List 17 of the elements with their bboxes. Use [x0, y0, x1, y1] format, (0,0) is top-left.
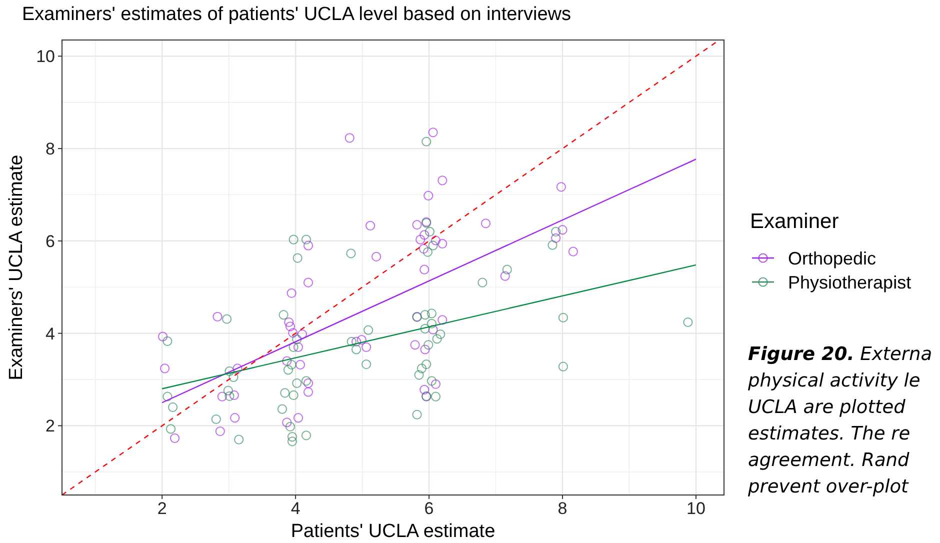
y-tick-label: 8 — [46, 140, 55, 159]
y-tick-label: 2 — [46, 416, 55, 436]
x-tick-label: 2 — [157, 499, 167, 518]
x-tick-label: 4 — [290, 499, 300, 518]
y-tick-label: 10 — [36, 47, 55, 66]
x-tick-label: 6 — [424, 499, 434, 518]
y-axis-title: Examiners' UCLA estimate — [6, 154, 27, 380]
y-tick-label: 4 — [46, 324, 55, 344]
y-tick-label: 6 — [46, 232, 55, 251]
legend-title: Examiner — [750, 210, 839, 233]
chart-title: Examiners' estimates of patients' UCLA level based on interviews — [22, 4, 572, 25]
x-axis-title: Patients' UCLA estimate — [290, 521, 496, 542]
caption: Figure 20. Externa physical activity le UCLA are plotted estimates. The re agreement. Rand prevent over-plot — [747, 344, 932, 498]
x-tick-label: 10 — [686, 499, 706, 518]
legend-label: Physiotherapist — [788, 272, 912, 292]
x-tick-label: 8 — [558, 499, 568, 518]
legend-label: Orthopedic — [788, 248, 876, 268]
